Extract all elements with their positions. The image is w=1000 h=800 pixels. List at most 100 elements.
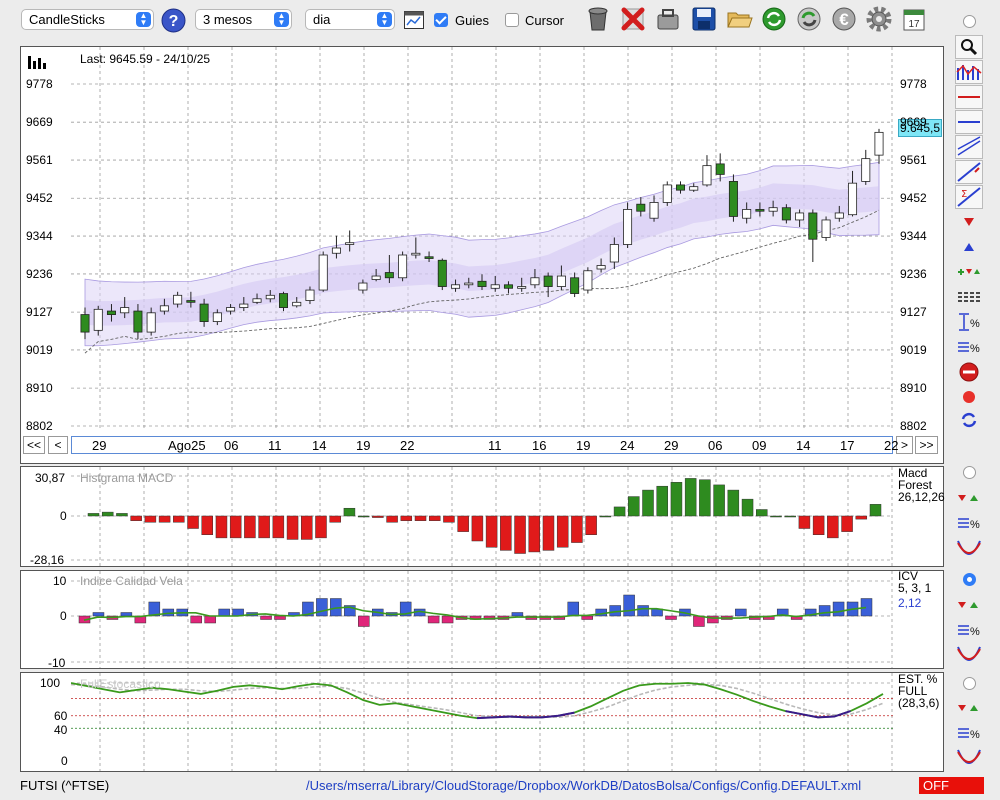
- macd-title: Histgrama MACD: [80, 471, 174, 485]
- chart-type-select[interactable]: CandleSticks ▲ ▼: [21, 9, 154, 30]
- calendar-icon[interactable]: 17: [900, 5, 928, 33]
- horizontal-line-red-icon[interactable]: [955, 85, 983, 109]
- percent-range-icon[interactable]: %: [955, 310, 983, 334]
- arrow-up-icon[interactable]: [955, 235, 983, 259]
- record-icon[interactable]: [955, 385, 983, 409]
- nav-last-button[interactable]: >>: [915, 436, 938, 454]
- macd-curves-icon[interactable]: [955, 537, 983, 561]
- price-tick-right: 9669: [900, 115, 927, 130]
- candle-body: [106, 310, 116, 315]
- macd-bar: [386, 515, 398, 523]
- macd-bar: [201, 515, 213, 535]
- macd-plot[interactable]: [71, 467, 893, 566]
- delete-all-icon[interactable]: [955, 360, 983, 384]
- horizontal-line-blue-icon[interactable]: [955, 110, 983, 134]
- refresh-icon[interactable]: [760, 5, 788, 33]
- macd-percent-icon[interactable]: %: [955, 511, 983, 535]
- stochastic-percent-icon[interactable]: %: [955, 721, 983, 745]
- refresh-blue-icon[interactable]: [955, 408, 983, 432]
- radio-icv[interactable]: [963, 573, 976, 586]
- trash-icon[interactable]: [584, 5, 612, 33]
- stochastic-plot[interactable]: [71, 673, 893, 771]
- add-arrows-icon[interactable]: [955, 260, 983, 284]
- macd-bar: [229, 515, 242, 539]
- cursor-label: Cursor: [525, 13, 565, 28]
- macd-bar: [798, 515, 811, 529]
- macd-bar: [329, 515, 341, 523]
- help-icon[interactable]: ?: [161, 8, 186, 33]
- macd-bar: [784, 515, 796, 518]
- price-tick-left: 9019: [26, 342, 53, 357]
- nav-next-button[interactable]: >: [896, 436, 913, 454]
- macd-y-top: 30,87: [35, 471, 66, 485]
- candle-body: [728, 181, 738, 217]
- price-tick-right: 9127: [900, 305, 927, 320]
- price-tick-right: 9778: [900, 77, 927, 91]
- channel-icon[interactable]: [955, 135, 983, 159]
- sync-icon[interactable]: [795, 5, 823, 33]
- percent-lines-icon[interactable]: %: [955, 335, 983, 359]
- stochastic-d-line: [71, 683, 884, 719]
- nav-prev-button[interactable]: <: [48, 436, 68, 454]
- cursor-checkbox[interactable]: [505, 13, 519, 27]
- status-off-badge[interactable]: OFF: [919, 777, 984, 794]
- macd-bar: [585, 515, 597, 535]
- icv-arrows-icon[interactable]: [955, 593, 983, 617]
- gear-icon[interactable]: [865, 5, 893, 33]
- macd-bar: [628, 496, 640, 517]
- bollinger-band-inner: [85, 183, 879, 326]
- macd-bar: [173, 515, 185, 523]
- radio-macd[interactable]: [963, 466, 976, 479]
- stochastic-arrows-icon[interactable]: [955, 696, 983, 720]
- icv-percent-icon[interactable]: %: [955, 618, 983, 642]
- date-label: 09: [752, 438, 767, 453]
- macd-bar: [699, 479, 711, 517]
- close-icon[interactable]: [619, 5, 647, 33]
- macd-bar: [599, 515, 612, 518]
- euro-icon[interactable]: €: [830, 5, 858, 33]
- date-scroll-bar[interactable]: [71, 436, 893, 454]
- radio-stochastic[interactable]: [963, 677, 976, 690]
- period-select[interactable]: 3 mesos ▲ ▼: [195, 9, 292, 30]
- candle-body: [437, 259, 447, 287]
- config-path-link[interactable]: /Users/mserra/Library/CloudStorage/Dropb…: [306, 778, 862, 793]
- candle-body: [451, 284, 461, 289]
- interval-select[interactable]: dia ▲ ▼: [305, 9, 395, 30]
- macd-arrows-icon[interactable]: [955, 486, 983, 510]
- macd-bar: [315, 515, 327, 539]
- macd-bar: [727, 489, 740, 517]
- icv-curves-icon[interactable]: [955, 643, 983, 667]
- icv-plot[interactable]: [71, 571, 893, 668]
- icv-bar: [511, 612, 524, 617]
- trendline-icon[interactable]: [955, 160, 983, 184]
- date-label: 19: [576, 438, 591, 453]
- candle-body: [305, 289, 315, 301]
- sum-line-icon[interactable]: Σ: [955, 185, 983, 209]
- price-tick-left: 9561: [26, 153, 53, 168]
- candle-body: [517, 286, 527, 289]
- zoom-icon[interactable]: [955, 35, 983, 59]
- macd-bar: [713, 484, 725, 517]
- chart-settings-icon[interactable]: [404, 11, 424, 29]
- save-icon[interactable]: [690, 5, 718, 33]
- macd-bar: [514, 515, 526, 554]
- candle-body: [252, 298, 262, 303]
- stochastic-curves-icon[interactable]: [955, 746, 983, 770]
- radio-top[interactable]: [963, 15, 976, 28]
- price-tick-left: 9452: [26, 191, 53, 206]
- icv-bar: [776, 608, 789, 617]
- chart-style-icon[interactable]: [955, 60, 983, 84]
- stochastic-params: (28,3,6): [898, 696, 940, 710]
- icv-name: ICV: [898, 569, 919, 583]
- dashed-lines-icon[interactable]: [955, 285, 983, 309]
- price-tick-left: 9669: [26, 115, 53, 130]
- macd-legend: Macd Forest 26,12,26: [898, 467, 945, 503]
- guies-checkbox[interactable]: [434, 13, 448, 27]
- price-chart-plot[interactable]: [71, 47, 893, 430]
- macd-bar: [542, 515, 555, 551]
- toolbox-icon[interactable]: [654, 5, 682, 33]
- nav-first-button[interactable]: <<: [23, 436, 45, 454]
- arrow-down-icon[interactable]: [955, 210, 983, 234]
- stochastic-y-tick: 60: [54, 708, 68, 723]
- folder-open-icon[interactable]: [725, 5, 753, 33]
